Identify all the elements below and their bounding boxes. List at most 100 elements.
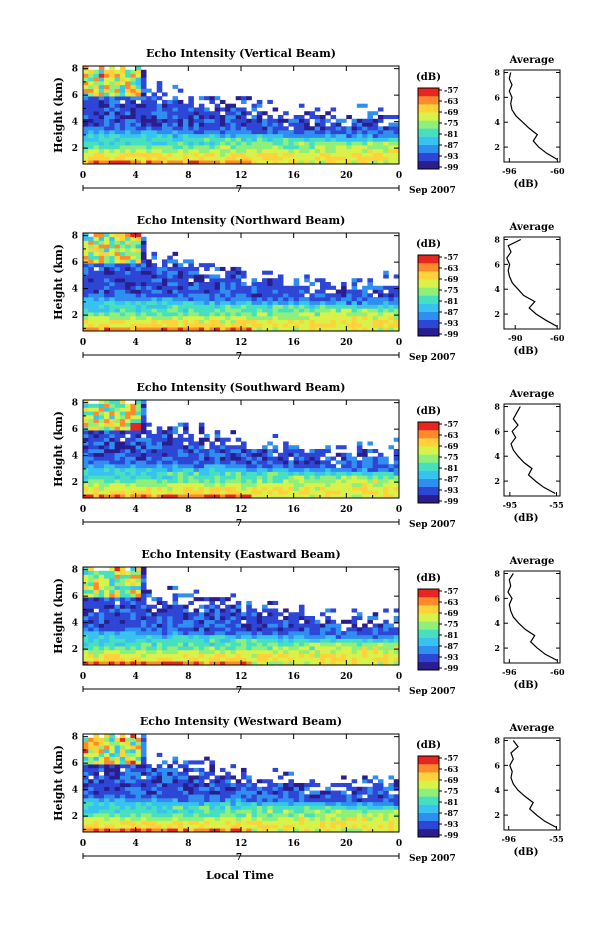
heatmap-cell bbox=[251, 479, 258, 484]
heatmap-cell bbox=[204, 816, 210, 821]
heatmap-cell bbox=[198, 631, 205, 636]
heatmap-cell bbox=[214, 430, 221, 435]
heatmap-cell bbox=[98, 790, 105, 795]
heatmap-cell bbox=[188, 775, 194, 780]
heatmap-cell bbox=[298, 141, 305, 146]
heatmap-cell bbox=[193, 441, 200, 446]
heatmap-cell bbox=[83, 323, 89, 328]
heatmap-cell bbox=[93, 251, 100, 256]
heatmap-cell bbox=[362, 456, 368, 461]
heatmap-cell bbox=[172, 600, 179, 605]
colorbar-tick-label: -69 bbox=[444, 107, 459, 117]
heatmap-cell bbox=[183, 152, 189, 157]
heatmap-cell bbox=[204, 156, 210, 161]
heatmap-cell bbox=[177, 616, 184, 621]
heatmap-cell bbox=[214, 278, 221, 283]
heatmap-cell bbox=[119, 582, 126, 587]
heatmap-cell bbox=[119, 578, 126, 583]
heatmap-cell bbox=[93, 661, 100, 666]
heatmap-cell bbox=[167, 604, 173, 609]
heatmap-cell bbox=[119, 445, 126, 450]
heatmap-cell bbox=[372, 479, 379, 484]
heatmap-cell bbox=[98, 282, 105, 287]
heatmap-cell bbox=[93, 820, 100, 825]
heatmap-cell bbox=[146, 460, 152, 465]
heatmap-cell bbox=[388, 319, 395, 324]
heatmap-cell bbox=[83, 464, 89, 469]
heatmap-cell bbox=[314, 642, 321, 647]
heatmap-cell bbox=[235, 141, 242, 146]
heatmap-cell bbox=[209, 308, 215, 313]
heatmap-cell bbox=[277, 278, 284, 283]
heatmap-cell bbox=[162, 475, 168, 480]
heatmap-cell bbox=[351, 479, 358, 484]
heatmap-cell bbox=[172, 145, 179, 150]
heatmap-cell bbox=[388, 148, 395, 153]
heatmap-cell bbox=[151, 452, 158, 457]
heatmap-cell bbox=[293, 482, 300, 487]
heatmap-cell bbox=[167, 479, 173, 484]
heatmap-cell bbox=[325, 282, 331, 287]
heatmap-cell bbox=[83, 148, 89, 153]
heatmap-cell bbox=[83, 327, 89, 332]
heatmap-cell bbox=[372, 456, 379, 461]
heatmap-cell bbox=[83, 300, 89, 305]
heatmap-cell bbox=[314, 479, 321, 484]
heatmap-cell bbox=[335, 323, 342, 328]
heatmap-cell bbox=[388, 323, 395, 328]
heatmap-cell bbox=[140, 460, 147, 465]
heatmap-cell bbox=[193, 122, 200, 127]
heatmap-cell bbox=[130, 130, 136, 135]
heatmap-cell bbox=[93, 764, 100, 769]
heatmap-cell bbox=[135, 323, 142, 328]
heatmap-cell bbox=[367, 308, 373, 313]
heatmap-cell bbox=[393, 300, 400, 305]
heatmap-cell bbox=[256, 300, 263, 305]
heatmap-cell bbox=[298, 631, 305, 636]
heatmap-cell bbox=[298, 145, 305, 150]
heatmap-cell bbox=[219, 809, 226, 814]
heatmap-cell bbox=[193, 794, 200, 799]
heatmap-cell bbox=[151, 160, 158, 165]
heatmap-cell bbox=[219, 285, 226, 290]
heatmap-cell bbox=[209, 638, 215, 643]
heatmap-cell bbox=[104, 638, 110, 643]
heatmap-cell bbox=[188, 293, 194, 298]
heatmap-cell bbox=[356, 152, 363, 157]
heatmap-cell bbox=[198, 775, 205, 780]
heatmap-cell bbox=[198, 794, 205, 799]
heatmap-cell bbox=[177, 137, 184, 142]
heatmap-cell bbox=[104, 430, 110, 435]
heatmap-cell bbox=[362, 308, 368, 313]
heatmap-cell bbox=[114, 304, 121, 309]
heatmap-cell bbox=[109, 801, 115, 806]
heatmap-cell bbox=[356, 657, 363, 662]
heatmap-cell bbox=[146, 456, 152, 461]
heatmap-cell bbox=[320, 471, 326, 476]
heatmap-cell bbox=[119, 756, 126, 761]
heatmap-cell bbox=[198, 285, 205, 290]
heatmap-cell bbox=[135, 619, 142, 624]
heatmap-cell bbox=[335, 627, 342, 632]
heatmap-cell bbox=[362, 649, 368, 654]
heatmap-cell bbox=[198, 300, 205, 305]
heatmap-cell bbox=[130, 805, 136, 810]
heatmap-cell bbox=[246, 649, 252, 654]
heatmap-cell bbox=[372, 133, 379, 138]
heatmap-cell bbox=[119, 233, 126, 238]
heatmap-cell bbox=[140, 567, 147, 572]
heatmap-cell bbox=[162, 828, 168, 833]
heatmap-cell bbox=[83, 570, 89, 575]
heatmap-cell bbox=[188, 152, 194, 157]
heatmap-cell bbox=[246, 646, 252, 651]
heatmap-cell bbox=[367, 634, 373, 639]
heatmap-cell bbox=[256, 323, 263, 328]
heatmap-cell bbox=[235, 657, 242, 662]
heatmap-cell bbox=[119, 111, 126, 116]
heatmap-cell bbox=[198, 824, 205, 829]
heatmap-cell bbox=[125, 233, 131, 238]
heatmap-cell bbox=[114, 445, 121, 450]
heatmap-cell bbox=[351, 319, 358, 324]
heatmap-cell bbox=[151, 312, 158, 317]
heatmap-cell bbox=[98, 657, 105, 662]
